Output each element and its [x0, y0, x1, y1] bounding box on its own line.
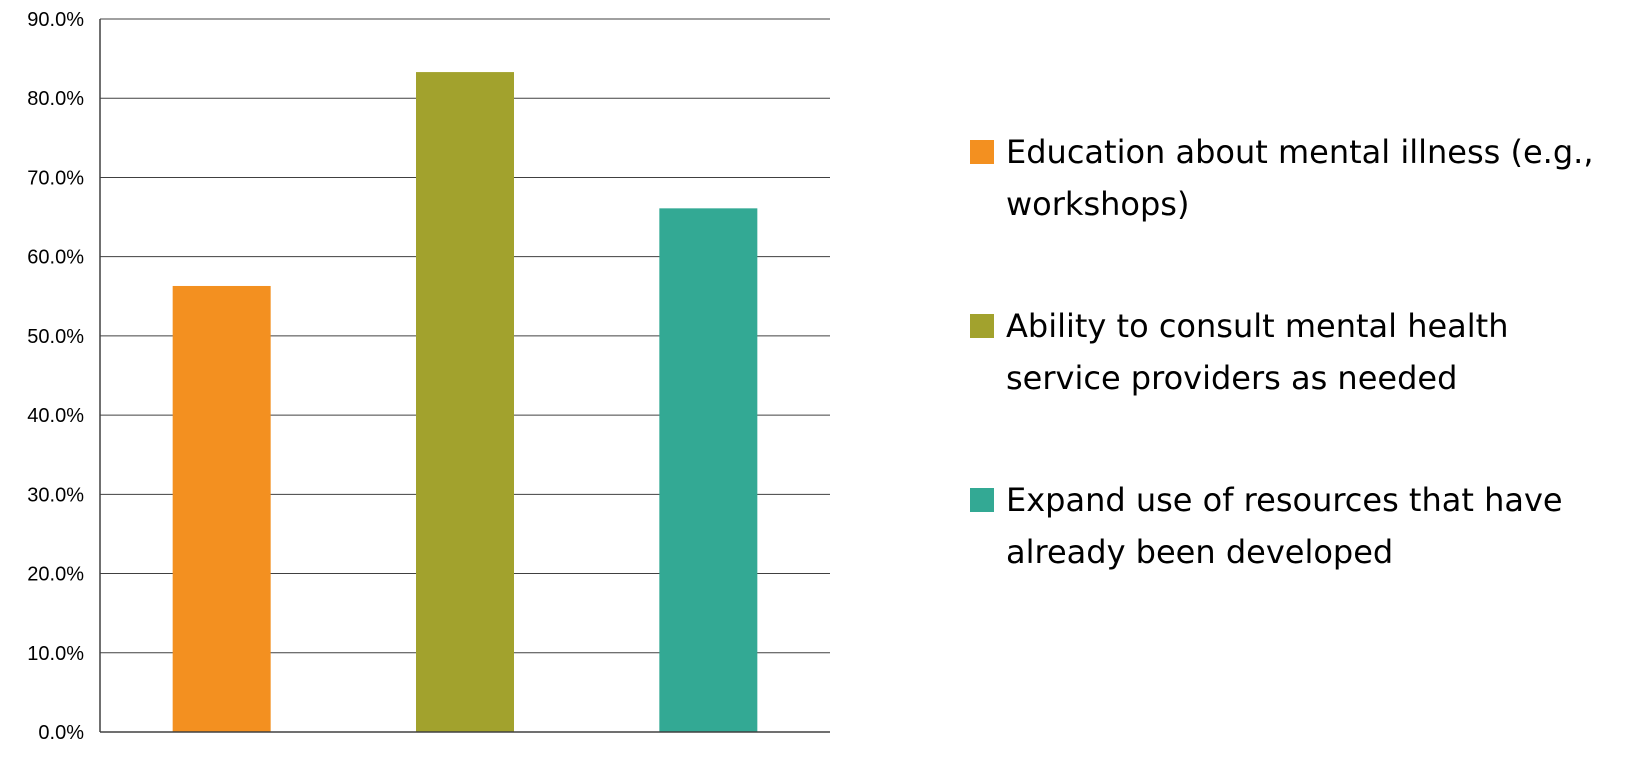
legend-item-education: Education about mental illness (e.g., wo…	[970, 126, 1630, 230]
y-tick-label: 60.0%	[27, 247, 84, 269]
bars	[172, 72, 758, 733]
bar	[659, 208, 758, 732]
legend-swatch-education	[970, 140, 994, 164]
y-tick-label: 10.0%	[27, 643, 84, 665]
bar	[172, 285, 271, 732]
y-tick-label: 90.0%	[27, 9, 84, 31]
y-tick-label: 80.0%	[27, 88, 84, 110]
y-axis-tick-labels: 0.0% 10.0% 20.0% 30.0% 40.0% 50.0% 60.0% 70.0% 8…	[27, 9, 84, 744]
legend-label-consult: Ability to consult mental health service…	[1006, 307, 1509, 397]
legend-item-consult: Ability to consult mental health service…	[970, 300, 1630, 404]
bar-chart: 0.0% 10.0% 20.0% 30.0% 40.0% 50.0% 60.0% 70.0% 8…	[27, 9, 830, 744]
legend-label-resources: Expand use of resources that have alread…	[1006, 481, 1563, 571]
bar	[416, 72, 514, 733]
y-tick-label: 20.0%	[27, 564, 84, 586]
y-tick-label: 40.0%	[27, 405, 84, 427]
y-tick-label: 0.0%	[38, 722, 84, 744]
legend-swatch-consult	[970, 314, 994, 338]
legend: Education about mental illness (e.g., wo…	[970, 126, 1630, 648]
legend-label-education: Education about mental illness (e.g., wo…	[1006, 133, 1594, 223]
legend-item-resources: Expand use of resources that have alread…	[970, 474, 1630, 578]
legend-swatch-resources	[970, 488, 994, 512]
y-tick-label: 50.0%	[27, 326, 84, 348]
y-tick-label: 30.0%	[27, 484, 84, 506]
y-tick-label: 70.0%	[27, 167, 84, 189]
